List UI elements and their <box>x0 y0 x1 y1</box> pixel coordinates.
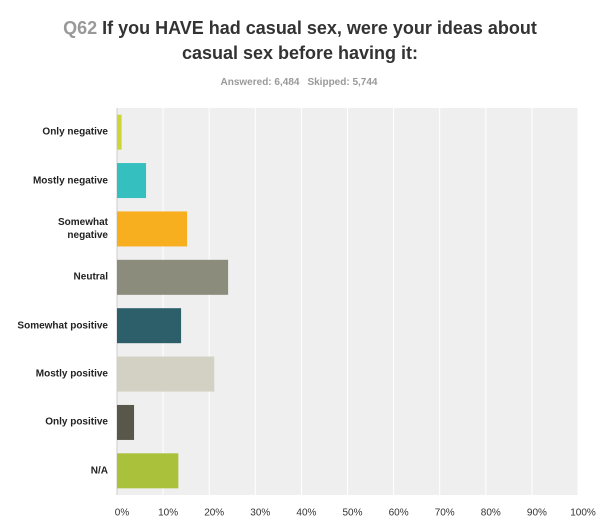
x-tick-label: 50% <box>342 508 362 519</box>
bar <box>117 356 215 392</box>
x-tick-label: 30% <box>250 508 270 519</box>
question-text: If you HAVE had casual sex, were your id… <box>102 18 537 63</box>
bar <box>117 163 147 199</box>
skipped: Skipped: 5,744 <box>307 77 378 88</box>
x-tick-label: 90% <box>527 508 547 519</box>
category-label: Somewhat positive <box>17 320 108 332</box>
bar <box>117 308 182 344</box>
question-number: Q62 <box>63 18 98 38</box>
answered: Answered: 6,484 <box>220 77 300 88</box>
category-label: Neutral <box>73 271 108 283</box>
category-label: Somewhat negative <box>57 216 108 241</box>
bar <box>117 259 229 295</box>
response-stats: Answered: 6,484 Skipped: 5,744 <box>0 77 598 88</box>
x-tick-label: 0% <box>115 508 130 519</box>
bar <box>117 404 135 440</box>
x-tick-label: 100% <box>570 508 596 519</box>
category-label: Only positive <box>45 416 108 428</box>
bar <box>117 453 179 489</box>
category-label: Only negative <box>42 126 108 138</box>
x-tick-label: 40% <box>296 508 316 519</box>
bar <box>117 211 188 247</box>
x-tick-label: 10% <box>158 508 178 519</box>
x-tick-label: 70% <box>435 508 455 519</box>
x-tick-label: 20% <box>204 508 224 519</box>
category-label: Mostly positive <box>35 368 108 380</box>
category-label: N/A <box>90 465 108 477</box>
x-tick-label: 80% <box>481 508 501 519</box>
category-label: Mostly negative <box>32 175 108 187</box>
chart-title: Q62 If you HAVE had casual sex, were you… <box>60 16 540 66</box>
bar <box>117 114 122 150</box>
x-tick-label: 60% <box>389 508 409 519</box>
